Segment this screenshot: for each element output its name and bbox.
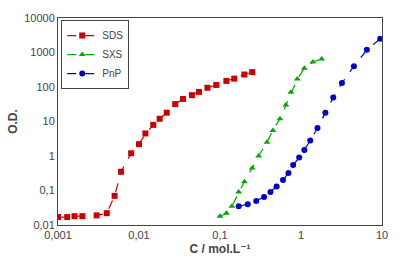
- svg-text:10000: 10000: [24, 12, 55, 24]
- svg-text:1: 1: [49, 150, 55, 162]
- svg-text:0,01: 0,01: [128, 229, 149, 241]
- svg-text:10: 10: [376, 229, 388, 241]
- svg-text:0,1: 0,1: [40, 184, 55, 196]
- svg-text:100: 100: [36, 81, 54, 93]
- svg-text:1000: 1000: [30, 46, 54, 58]
- svg-text:SDS: SDS: [102, 30, 123, 41]
- svg-text:0,001: 0,001: [44, 229, 72, 241]
- svg-text:10: 10: [43, 115, 55, 127]
- svg-text:C / mol.L⁻¹: C / mol.L⁻¹: [190, 242, 251, 256]
- svg-text:0,01: 0,01: [33, 219, 54, 231]
- svg-text:1: 1: [298, 229, 304, 241]
- svg-text:PnP: PnP: [102, 68, 121, 79]
- svg-text:O.D.: O.D.: [6, 109, 20, 134]
- svg-text:SXS: SXS: [102, 49, 122, 60]
- svg-text:0,1: 0,1: [212, 229, 227, 241]
